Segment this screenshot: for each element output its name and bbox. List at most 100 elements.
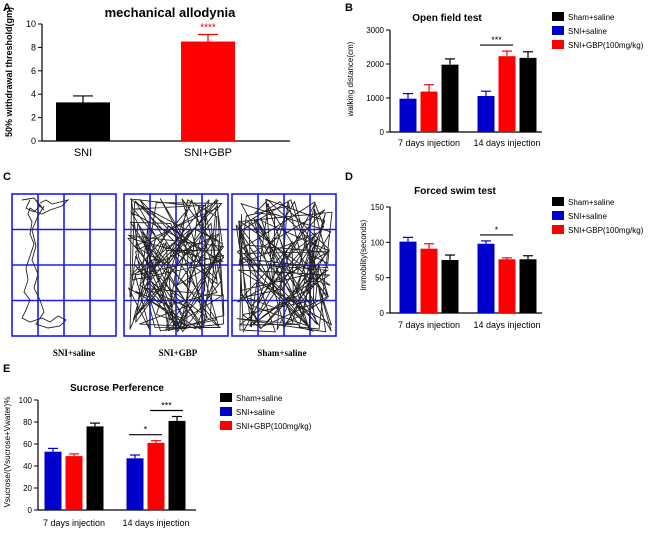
chart-d-xtick-1: 7 days injection xyxy=(398,320,460,330)
chart-a-title: mechanical allodynia xyxy=(105,5,237,20)
chart-e-title: Sucrose Perference xyxy=(70,383,164,394)
chart-a-ytick-label: 6 xyxy=(31,66,36,76)
chart-e-bar xyxy=(65,456,83,510)
chart-e-ytick-label: 40 xyxy=(23,462,32,471)
legend-b-swatch-sham xyxy=(552,12,564,21)
legend-d-swatch-gbp xyxy=(552,225,564,234)
movement-track-sham-saline xyxy=(235,198,333,334)
chart-b: Open field test walking distance(cm) 0 10… xyxy=(346,12,644,148)
panel-label-e: E xyxy=(3,363,10,375)
chart-d-bar xyxy=(420,248,438,313)
chart-e-bar xyxy=(147,442,165,510)
legend-d-swatch-sham xyxy=(552,197,564,206)
chart-d-legend: Sham+saline SNI+saline SNI+GBP(100mg/kg) xyxy=(552,197,644,235)
chart-e-ylabel: Vsucrose/(Vsucrose+Vwater)% xyxy=(3,397,12,508)
chart-a-bar xyxy=(56,102,110,141)
chart-d-xtick-2: 14 days injection xyxy=(473,320,540,330)
chart-e-legend: Sham+saline SNI+saline SNI+GBP(100mg/kg) xyxy=(220,393,312,431)
chart-b-xtick-2: 14 days injection xyxy=(473,138,540,148)
chart-a-ytick-label: 2 xyxy=(31,113,36,123)
chart-e-ytick-label: 0 xyxy=(28,506,33,515)
legend-e-swatch-gbp xyxy=(220,421,232,430)
chart-e-ytick-label: 100 xyxy=(19,396,33,405)
chart-d-significance: * xyxy=(495,225,499,235)
panel-label-b: B xyxy=(345,2,353,14)
chart-e-significance: * xyxy=(144,425,148,435)
chart-b-ylabel: walking distance(cm) xyxy=(346,41,355,117)
open-field-tracks: SNI+saline SNI+GBP Sham+saline xyxy=(11,193,337,358)
legend-e-swatch-sham xyxy=(220,393,232,402)
chart-e-significance: *** xyxy=(161,401,172,411)
chart-e-bar xyxy=(168,420,186,510)
legend-b-swatch-sni xyxy=(552,26,564,35)
chart-b-bar xyxy=(399,98,417,132)
chart-a-bar xyxy=(181,41,235,141)
chart-a: mechanical allodynia 50% withdrawal thre… xyxy=(4,5,290,159)
chart-b-bar xyxy=(477,95,495,132)
track-label-sni-saline: SNI+saline xyxy=(53,348,95,358)
panel-label-d: D xyxy=(345,171,353,183)
panel-label-a: A xyxy=(3,2,11,14)
chart-b-ytick-label: 0 xyxy=(380,128,385,137)
panel-label-c: C xyxy=(3,171,11,183)
chart-a-ylabel: 50% withdrawal threshold(gm) xyxy=(4,7,14,137)
legend-b-sni: SNI+saline xyxy=(568,27,607,36)
chart-a-xtick-2: SNI+GBP xyxy=(184,147,232,159)
chart-d: Forced swim test immobility(seconds) 0 50… xyxy=(359,186,644,330)
chart-d-ylabel: immobility(seconds) xyxy=(359,219,368,290)
chart-d-ytick-label: 50 xyxy=(375,274,384,283)
chart-e: Sucrose Perference Vsucrose/(Vsucrose+Vw… xyxy=(3,383,312,528)
movement-track-sni-gbp xyxy=(127,198,225,333)
chart-e-bar xyxy=(86,426,104,510)
legend-b-gbp: SNI+GBP(100mg/kg) xyxy=(568,41,644,50)
chart-e-ytick-label: 80 xyxy=(23,418,32,427)
chart-d-ytick-label: 0 xyxy=(380,309,385,318)
chart-d-bar xyxy=(477,243,495,313)
chart-d-ytick-label: 150 xyxy=(371,203,385,212)
chart-b-bar xyxy=(498,56,516,132)
chart-e-ytick-label: 20 xyxy=(23,484,32,493)
chart-a-significance: **** xyxy=(200,23,216,34)
legend-e-sham: Sham+saline xyxy=(236,394,283,403)
chart-d-title: Forced swim test xyxy=(414,186,496,197)
chart-a-ytick-label: 8 xyxy=(31,42,36,52)
chart-a-xtick-1: SNI xyxy=(74,147,92,159)
legend-d-sni: SNI+saline xyxy=(568,212,607,221)
chart-b-title: Open field test xyxy=(412,13,482,24)
movement-track-sni-saline xyxy=(21,197,45,213)
chart-b-legend: Sham+saline SNI+saline SNI+GBP(100mg/kg) xyxy=(552,12,644,50)
track-label-sham-saline: Sham+saline xyxy=(257,348,306,358)
chart-d-bar xyxy=(441,260,459,313)
legend-b-sham: Sham+saline xyxy=(568,13,615,22)
chart-a-ytick-label: 0 xyxy=(31,136,36,146)
chart-b-ytick-label: 2000 xyxy=(366,60,384,69)
movement-track-sni-saline xyxy=(21,199,70,329)
legend-e-sni: SNI+saline xyxy=(236,408,275,417)
chart-b-significance: *** xyxy=(491,35,502,45)
legend-d-gbp: SNI+GBP(100mg/kg) xyxy=(568,226,644,235)
chart-b-ytick-label: 3000 xyxy=(366,26,384,35)
chart-e-xtick-1: 7 days injection xyxy=(43,518,105,528)
chart-d-bar xyxy=(498,259,516,313)
chart-e-xtick-2: 14 days injection xyxy=(122,518,189,528)
chart-d-bar xyxy=(519,259,537,313)
chart-e-bar xyxy=(126,458,144,510)
chart-e-bar xyxy=(44,451,62,510)
chart-d-ytick-label: 100 xyxy=(371,238,385,247)
chart-b-bar xyxy=(519,57,537,132)
chart-e-ytick-label: 60 xyxy=(23,440,32,449)
chart-a-ytick-label: 10 xyxy=(26,19,36,29)
chart-b-xtick-1: 7 days injection xyxy=(398,138,460,148)
chart-d-bar xyxy=(399,241,417,313)
legend-b-swatch-gbp xyxy=(552,40,564,49)
chart-a-ytick-label: 4 xyxy=(31,89,36,99)
legend-e-swatch-sni xyxy=(220,407,232,416)
legend-d-sham: Sham+saline xyxy=(568,198,615,207)
legend-d-swatch-sni xyxy=(552,211,564,220)
track-label-sni-gbp: SNI+GBP xyxy=(159,348,198,358)
legend-e-gbp: SNI+GBP(100mg/kg) xyxy=(236,422,312,431)
chart-b-bar xyxy=(441,64,459,132)
chart-b-ytick-label: 1000 xyxy=(366,94,384,103)
chart-b-bar xyxy=(420,91,438,132)
